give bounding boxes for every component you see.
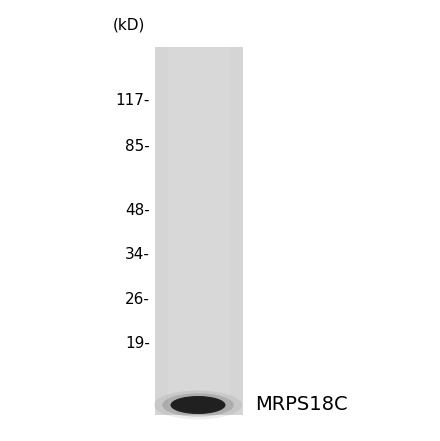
Ellipse shape: [170, 396, 226, 414]
Bar: [155, 47, 243, 415]
Text: 85-: 85-: [125, 139, 150, 154]
Text: 117-: 117-: [116, 93, 150, 108]
Ellipse shape: [154, 391, 242, 419]
Text: 48-: 48-: [125, 203, 150, 218]
Ellipse shape: [162, 393, 234, 417]
Text: 34-: 34-: [125, 247, 150, 262]
Text: 19-: 19-: [125, 336, 150, 351]
Text: 26-: 26-: [125, 292, 150, 306]
Bar: [168, 47, 230, 415]
Text: (kD): (kD): [113, 18, 145, 33]
Text: MRPS18C: MRPS18C: [255, 396, 348, 415]
